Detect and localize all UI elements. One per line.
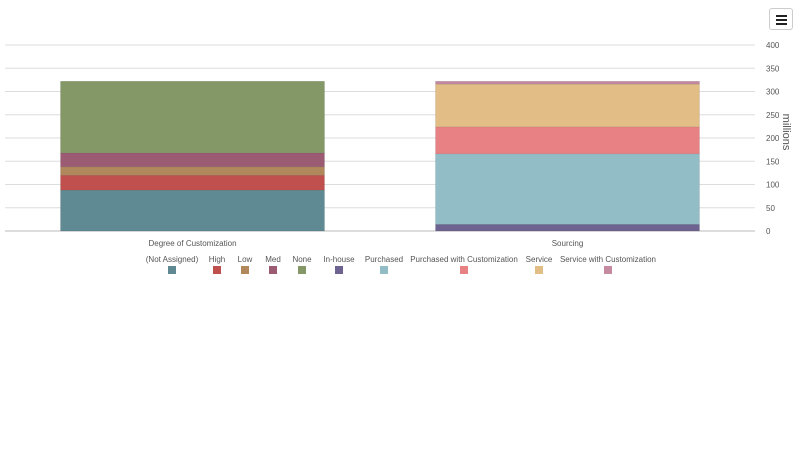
legend-item[interactable]: Purchased: [365, 255, 403, 274]
legend-label: Low: [238, 255, 253, 264]
legend-item[interactable]: Purchased with Customization: [410, 255, 518, 274]
y-axis-title: millions: [780, 114, 792, 151]
y-tick-label: 50: [766, 204, 775, 213]
legend-item[interactable]: Med: [265, 255, 281, 274]
bar-segment[interactable]: [435, 224, 700, 232]
bar-segment[interactable]: [60, 189, 325, 232]
y-tick-label: 150: [766, 157, 780, 166]
bars: [60, 81, 700, 232]
legend-item[interactable]: (Not Assigned): [146, 255, 199, 274]
legend-swatch: [298, 266, 306, 274]
legend-swatch: [168, 266, 176, 274]
legend-label: In-house: [323, 255, 355, 264]
chart-menu-button[interactable]: [769, 8, 793, 30]
bar-segment[interactable]: [435, 126, 700, 155]
legend-label: Purchased with Customization: [410, 255, 518, 264]
y-tick-label: 0: [766, 227, 771, 236]
legend-item[interactable]: High: [209, 255, 225, 274]
legend-item[interactable]: Service with Customization: [560, 255, 656, 274]
bar-segment[interactable]: [60, 174, 325, 191]
legend-label: (Not Assigned): [146, 255, 199, 264]
legend-item[interactable]: Low: [238, 255, 253, 274]
bar-segment[interactable]: [435, 83, 700, 128]
legend: (Not Assigned) High Low Med None In-house Purc…: [146, 255, 656, 274]
bar-segment[interactable]: [435, 81, 700, 85]
bar-segment[interactable]: [60, 166, 325, 176]
y-tick-label: 350: [766, 64, 780, 73]
legend-swatch: [269, 266, 277, 274]
legend-label: Med: [265, 255, 281, 264]
legend-item[interactable]: Service: [526, 255, 553, 274]
legend-swatch: [535, 266, 543, 274]
legend-swatch: [604, 266, 612, 274]
x-axis-ticks: Degree of Customization Sourcing: [148, 239, 583, 248]
legend-swatch: [213, 266, 221, 274]
y-axis-label: millions: [780, 114, 792, 151]
legend-item[interactable]: In-house: [323, 255, 355, 274]
bar-segment[interactable]: [60, 81, 325, 154]
bar-segment[interactable]: [435, 153, 700, 225]
legend-swatch: [335, 266, 343, 274]
legend-label: Purchased: [365, 255, 403, 264]
bar-segment[interactable]: [60, 152, 325, 168]
y-tick-label: 100: [766, 181, 780, 190]
legend-swatch: [380, 266, 388, 274]
legend-label: High: [209, 255, 225, 264]
x-tick-label: Sourcing: [552, 239, 584, 248]
legend-item[interactable]: None: [292, 255, 312, 274]
y-tick-label: 400: [766, 41, 780, 50]
y-axis-ticks: 0 50 100 150 200 250 300 350 400: [766, 41, 780, 236]
y-tick-label: 200: [766, 134, 780, 143]
legend-label: Service: [526, 255, 553, 264]
y-tick-label: 300: [766, 88, 780, 97]
x-tick-label: Degree of Customization: [148, 239, 236, 248]
y-tick-label: 250: [766, 111, 780, 120]
legend-label: Service with Customization: [560, 255, 656, 264]
legend-swatch: [460, 266, 468, 274]
legend-swatch: [241, 266, 249, 274]
legend-label: None: [292, 255, 312, 264]
